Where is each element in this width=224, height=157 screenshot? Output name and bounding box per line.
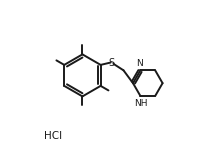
Text: NH: NH	[134, 99, 147, 108]
Text: N: N	[136, 59, 143, 68]
Text: HCl: HCl	[43, 131, 62, 141]
Text: S: S	[109, 58, 115, 68]
